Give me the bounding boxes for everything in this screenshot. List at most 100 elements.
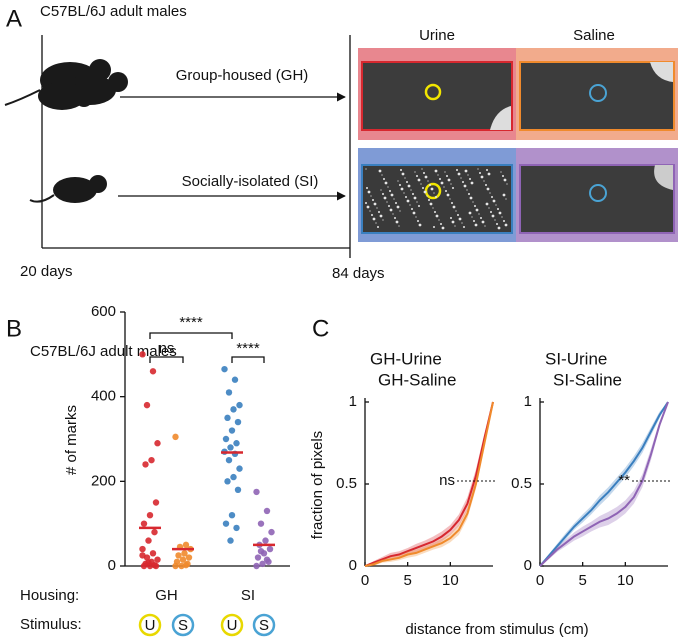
time-label: 20 days	[20, 263, 73, 280]
speckle	[494, 219, 496, 221]
speckle	[472, 201, 474, 203]
speckle	[497, 226, 501, 230]
speckle	[407, 184, 411, 188]
mice-group	[4, 59, 128, 110]
x-tick-label: 0	[536, 572, 544, 589]
significance-bracket	[231, 356, 265, 363]
data-point	[185, 554, 193, 561]
data-point	[234, 486, 242, 493]
stimulus-badge	[171, 613, 195, 637]
panel-title: C57BL/6J adult males	[40, 3, 187, 20]
data-point	[149, 368, 157, 375]
speckle	[479, 172, 481, 174]
data-point	[181, 550, 188, 557]
column-header: Urine	[419, 27, 455, 44]
speckle	[501, 216, 503, 218]
error-band	[540, 402, 668, 566]
speckle	[469, 196, 473, 200]
data-point	[175, 552, 182, 559]
speckle	[500, 171, 502, 173]
speckle	[447, 178, 451, 182]
speckle	[380, 189, 382, 191]
data-point	[257, 520, 265, 527]
data-point	[145, 537, 152, 544]
speckle	[382, 193, 384, 195]
speckle	[390, 193, 394, 197]
speckle	[403, 192, 405, 194]
speckle	[395, 202, 397, 204]
speckle	[394, 217, 396, 219]
speckle	[416, 201, 418, 203]
series-line	[364, 401, 494, 567]
speckle	[428, 199, 430, 201]
speckle	[405, 196, 407, 198]
y-tick-label: 0	[349, 557, 357, 574]
significance-bracket	[149, 356, 184, 363]
speckle	[420, 183, 422, 185]
speckle	[381, 174, 383, 176]
speckle	[468, 193, 470, 195]
data-point	[182, 541, 190, 549]
y-tick-label: 600	[91, 303, 116, 320]
data-point	[154, 556, 161, 563]
data-point	[253, 562, 260, 570]
speckle	[370, 195, 372, 197]
speckle	[446, 193, 450, 197]
speckle	[451, 202, 453, 204]
speckle	[455, 210, 457, 212]
significance-label: ****	[236, 340, 260, 357]
panel-label: A	[6, 5, 22, 32]
speckle	[498, 211, 502, 215]
x-tick-label: 10	[617, 572, 634, 589]
speckle	[470, 181, 474, 185]
speckle	[480, 217, 482, 219]
data-point	[145, 559, 152, 566]
speckle	[469, 178, 471, 180]
speckle	[491, 214, 495, 218]
speckle	[409, 204, 411, 206]
speckle	[440, 181, 444, 185]
data-point	[233, 524, 240, 532]
speckle	[503, 178, 507, 182]
speckle	[424, 175, 428, 179]
speckle	[423, 190, 427, 194]
speckle	[475, 208, 479, 212]
data-point	[151, 528, 158, 536]
speckle	[504, 223, 508, 227]
data-point	[222, 435, 230, 443]
data-point	[259, 560, 266, 568]
data-point	[152, 499, 160, 506]
series-line	[539, 401, 669, 567]
stimulus-label: U	[227, 617, 238, 634]
speckle	[439, 178, 441, 180]
speckle	[483, 180, 485, 182]
data-point	[263, 556, 271, 563]
data-point	[268, 528, 275, 536]
speckle	[461, 222, 463, 224]
group-label: Group-housed (GH)	[176, 67, 309, 84]
data-point	[257, 547, 265, 555]
speckle	[440, 223, 442, 225]
data-point	[263, 507, 271, 515]
stimulus-badge	[138, 613, 162, 637]
data-point	[146, 512, 154, 519]
speckle	[462, 181, 464, 183]
speckle	[426, 195, 428, 197]
speckle	[496, 223, 498, 225]
speckle	[412, 211, 416, 215]
speckle	[371, 214, 373, 216]
y-tick-label: 0.5	[336, 475, 357, 492]
speckle	[422, 187, 424, 189]
time-label: 84 days	[332, 265, 385, 282]
speckle	[473, 220, 475, 222]
data-point	[148, 456, 155, 464]
speckle	[429, 184, 431, 186]
speckle	[392, 213, 394, 215]
panel-label: C	[312, 315, 329, 342]
speckle	[378, 211, 380, 213]
significance-label: **	[618, 472, 630, 489]
speckle	[467, 174, 469, 176]
speckle	[502, 193, 506, 197]
data-point	[253, 488, 260, 496]
speckle	[411, 208, 413, 210]
